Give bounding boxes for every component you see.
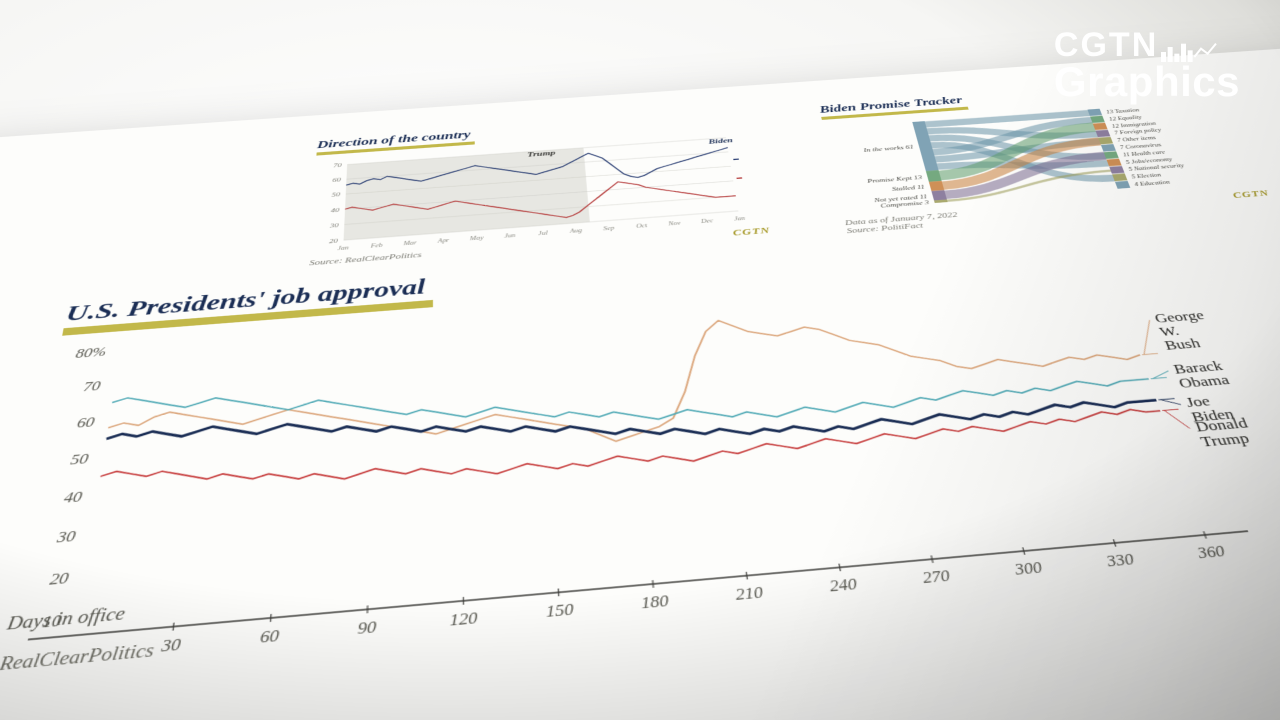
svg-text:330: 330 bbox=[1104, 552, 1137, 571]
promise-brand: CGTN bbox=[1231, 188, 1274, 206]
svg-text:270: 270 bbox=[921, 569, 952, 588]
svg-text:Dec: Dec bbox=[700, 218, 715, 225]
svg-text:120: 120 bbox=[450, 611, 478, 630]
svg-text:May: May bbox=[469, 235, 485, 242]
svg-text:Promise Kept 13: Promise Kept 13 bbox=[865, 174, 923, 185]
svg-text:Oct: Oct bbox=[636, 222, 649, 229]
svg-text:360: 360 bbox=[1194, 544, 1227, 562]
svg-text:240: 240 bbox=[828, 577, 858, 596]
promise-tracker: Biden Promise Tracker In the works 61Pro… bbox=[818, 76, 1273, 235]
direction-brand: CGTN bbox=[732, 225, 771, 239]
svg-text:50: 50 bbox=[331, 191, 340, 198]
stage: CGTN Graphics Direction of the country 2… bbox=[0, 0, 1280, 720]
svg-text:40: 40 bbox=[331, 206, 340, 213]
svg-text:Jul: Jul bbox=[538, 230, 548, 237]
svg-text:Obama: Obama bbox=[1177, 373, 1232, 392]
svg-text:Mar: Mar bbox=[402, 240, 417, 247]
svg-text:60: 60 bbox=[259, 628, 279, 647]
svg-text:Stalled 11: Stalled 11 bbox=[891, 184, 925, 193]
svg-text:20: 20 bbox=[329, 237, 338, 245]
svg-text:90: 90 bbox=[357, 620, 376, 639]
svg-text:Apr: Apr bbox=[437, 237, 450, 244]
svg-text:Feb: Feb bbox=[370, 242, 384, 249]
svg-text:20: 20 bbox=[48, 571, 69, 589]
svg-text:Nov: Nov bbox=[667, 220, 682, 227]
svg-text:Bush: Bush bbox=[1163, 336, 1203, 353]
logo-text-main: CGTN bbox=[1054, 28, 1158, 62]
svg-text:80%: 80% bbox=[74, 346, 107, 362]
svg-text:60: 60 bbox=[332, 176, 341, 183]
svg-text:Jun: Jun bbox=[504, 232, 516, 239]
svg-text:Aug: Aug bbox=[569, 227, 583, 234]
paper-surface: Direction of the country 203040506070Jan… bbox=[0, 39, 1280, 720]
svg-text:Jan: Jan bbox=[337, 245, 349, 252]
svg-text:30: 30 bbox=[159, 637, 181, 656]
svg-text:Jan: Jan bbox=[734, 215, 746, 222]
svg-text:40: 40 bbox=[63, 490, 83, 507]
svg-text:70: 70 bbox=[82, 380, 101, 395]
svg-text:Biden: Biden bbox=[707, 137, 733, 146]
svg-text:4 Education: 4 Education bbox=[1134, 179, 1172, 188]
svg-text:Right Direction: Right Direction bbox=[749, 172, 750, 181]
svg-text:7 Foreign policy: 7 Foreign policy bbox=[1114, 127, 1164, 136]
svg-text:70: 70 bbox=[333, 162, 342, 169]
svg-text:30: 30 bbox=[329, 222, 339, 230]
svg-text:George: George bbox=[1153, 309, 1207, 326]
svg-text:Wrong Track: Wrong Track bbox=[746, 153, 750, 161]
svg-text:Trump: Trump bbox=[1199, 431, 1252, 450]
svg-text:50: 50 bbox=[69, 452, 89, 468]
svg-text:30: 30 bbox=[54, 530, 76, 547]
svg-text:150: 150 bbox=[545, 602, 574, 621]
approval-chart: U.S. Presidents' job approval 1020304050… bbox=[0, 208, 1280, 672]
svg-text:In the works 61: In the works 61 bbox=[862, 143, 915, 153]
svg-text:60: 60 bbox=[76, 416, 96, 432]
svg-text:180: 180 bbox=[641, 594, 670, 613]
svg-text:Sep: Sep bbox=[603, 225, 615, 232]
direction-chart: Direction of the country 203040506070Jan… bbox=[309, 109, 771, 270]
svg-text:300: 300 bbox=[1012, 560, 1044, 579]
svg-text:210: 210 bbox=[735, 585, 765, 604]
